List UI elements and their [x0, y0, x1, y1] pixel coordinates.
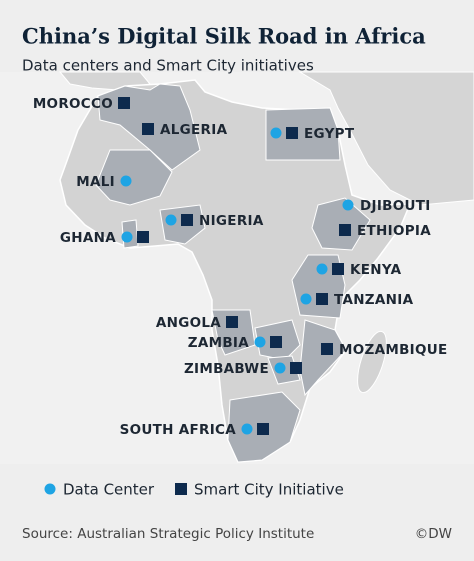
country-label: ALGERIA	[160, 122, 228, 138]
data-center-marker	[270, 127, 282, 139]
smart-city-marker	[332, 263, 344, 275]
smart-city-marker	[290, 362, 302, 374]
smart-city-marker	[257, 423, 269, 435]
data-center-marker	[165, 214, 177, 226]
highlight-egypt	[265, 107, 341, 161]
country-label: MOROCCO	[33, 96, 113, 112]
subtitle: Data centers and Smart City initiatives	[22, 57, 314, 75]
data-center-marker	[121, 231, 133, 243]
legend-dot	[44, 483, 56, 495]
country-label: DJIBOUTI	[360, 198, 431, 214]
smart-city-marker	[118, 97, 130, 109]
country-label: GHANA	[60, 230, 116, 246]
country-label: ZAMBIA	[188, 335, 249, 351]
country-label: MALI	[76, 174, 115, 190]
data-center-marker	[120, 175, 132, 187]
country-label: KENYA	[350, 262, 402, 278]
highlight-angola	[211, 309, 256, 356]
data-center-marker	[342, 199, 354, 211]
smart-city-marker	[339, 224, 351, 236]
smart-city-marker	[142, 123, 154, 135]
country-label: ZIMBABWE	[184, 361, 269, 377]
smart-city-marker	[270, 336, 282, 348]
data-center-marker	[300, 293, 312, 305]
smart-city-marker	[316, 293, 328, 305]
data-center-marker	[254, 336, 266, 348]
country-label: TANZANIA	[334, 292, 414, 308]
title: China’s Digital Silk Road in Africa	[22, 24, 426, 49]
arabia	[298, 71, 474, 206]
country-label: SOUTH AFRICA	[120, 422, 237, 438]
credit: ©DW	[415, 526, 452, 542]
madagascar	[357, 330, 387, 394]
smart-city-marker	[321, 343, 333, 355]
legend-label: Smart City Initiative	[194, 481, 344, 499]
country-label: ETHIOPIA	[357, 223, 431, 239]
country-label: NIGERIA	[199, 213, 264, 229]
country-label: EGYPT	[304, 126, 355, 142]
source: Source: Australian Strategic Policy Inst…	[22, 526, 314, 542]
smart-city-marker	[137, 231, 149, 243]
legend-square	[175, 483, 187, 495]
data-center-marker	[316, 263, 328, 275]
smart-city-marker	[181, 214, 193, 226]
data-center-marker	[274, 362, 286, 374]
country-label: ANGOLA	[156, 315, 221, 331]
highlight-mali	[95, 149, 173, 206]
smart-city-marker	[226, 316, 238, 328]
data-center-marker	[241, 423, 253, 435]
smart-city-marker	[286, 127, 298, 139]
legend-label: Data Center	[63, 481, 155, 499]
country-label: MOZAMBIQUE	[339, 342, 448, 358]
